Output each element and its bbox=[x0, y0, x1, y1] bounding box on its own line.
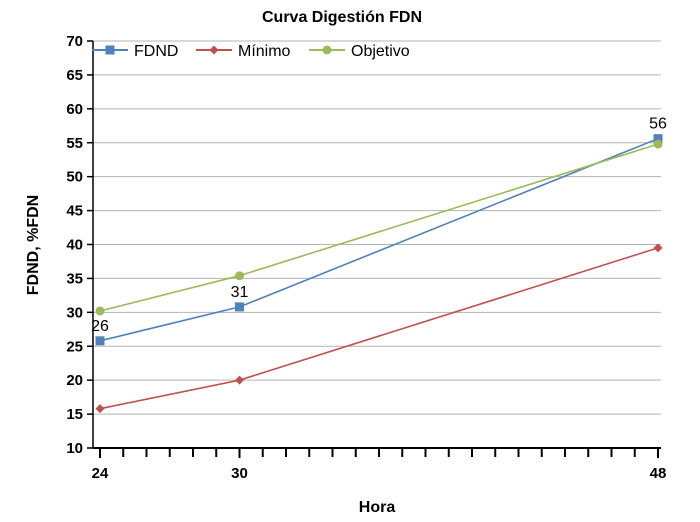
data-point bbox=[95, 336, 105, 346]
x-tick-label: 24 bbox=[92, 465, 109, 482]
series-mínimo bbox=[95, 243, 663, 414]
legend-marker bbox=[105, 45, 115, 55]
legend-item-objetivo: Objetivo bbox=[309, 43, 410, 60]
data-point bbox=[235, 271, 244, 281]
y-tick-label: 30 bbox=[66, 304, 83, 321]
data-label: 56 bbox=[649, 116, 667, 133]
x-axis-title: Hora bbox=[359, 499, 396, 516]
x-tick-label: 30 bbox=[231, 465, 248, 482]
legend-label: Objetivo bbox=[351, 43, 410, 60]
chart-title: Curva Digestión FDN bbox=[262, 9, 422, 26]
y-tick-label: 45 bbox=[66, 203, 83, 220]
y-tick-label: 50 bbox=[66, 169, 83, 186]
data-point bbox=[653, 134, 663, 144]
y-tick-label: 20 bbox=[66, 372, 83, 389]
series-line bbox=[99, 137, 659, 342]
series-layer: 26 31 56 bbox=[91, 116, 667, 414]
series-line bbox=[99, 247, 659, 410]
legend-item-fdnd: FDND bbox=[92, 43, 178, 60]
legend-marker bbox=[322, 45, 332, 55]
legend-label: FDND bbox=[134, 43, 178, 60]
legend-label: Mínimo bbox=[238, 43, 291, 60]
y-tick-label: 40 bbox=[66, 237, 83, 254]
y-tick-label: 60 bbox=[66, 101, 83, 118]
y-tick-label: 15 bbox=[66, 406, 83, 423]
series-objetivo bbox=[95, 139, 663, 316]
data-point bbox=[653, 243, 663, 253]
data-point bbox=[95, 404, 105, 414]
data-label: 31 bbox=[231, 284, 249, 301]
legend-item-mínimo: Mínimo bbox=[196, 43, 291, 60]
grid-lines bbox=[93, 40, 661, 415]
x-axis: 24 30 48 bbox=[92, 41, 667, 482]
data-point bbox=[235, 302, 244, 312]
data-point bbox=[235, 375, 244, 385]
y-tick-label: 10 bbox=[66, 440, 83, 457]
x-tick-label: 48 bbox=[650, 465, 667, 482]
y-axis-title: FDND, %FDN bbox=[25, 195, 42, 295]
series-fdnd: 26 31 56 bbox=[91, 116, 667, 346]
legend-marker bbox=[209, 45, 219, 55]
y-axis-ticks: 10 15 20 25 30 35 40 45 50 55 60 65 70 bbox=[66, 33, 93, 457]
legend: FDND Mínimo Objetivo bbox=[92, 43, 410, 60]
data-label: 26 bbox=[91, 318, 109, 335]
y-tick-label: 65 bbox=[66, 67, 83, 84]
y-tick-label: 55 bbox=[66, 135, 83, 152]
data-point bbox=[653, 139, 663, 149]
y-tick-label: 35 bbox=[66, 270, 83, 287]
y-tick-label: 25 bbox=[66, 338, 83, 355]
data-point bbox=[95, 306, 105, 316]
series-line bbox=[99, 143, 659, 312]
y-tick-label: 70 bbox=[66, 33, 83, 50]
